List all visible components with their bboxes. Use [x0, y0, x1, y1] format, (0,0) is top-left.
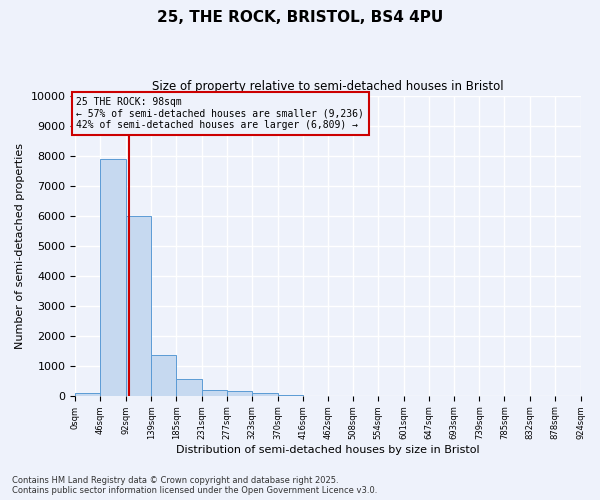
- Text: Contains HM Land Registry data © Crown copyright and database right 2025.
Contai: Contains HM Land Registry data © Crown c…: [12, 476, 377, 495]
- Text: 25 THE ROCK: 98sqm
← 57% of semi-detached houses are smaller (9,236)
42% of semi: 25 THE ROCK: 98sqm ← 57% of semi-detache…: [76, 97, 364, 130]
- Bar: [278, 395, 303, 396]
- Bar: [100, 158, 125, 396]
- Bar: [176, 379, 202, 396]
- Bar: [75, 392, 100, 396]
- Bar: [202, 390, 227, 396]
- Title: Size of property relative to semi-detached houses in Bristol: Size of property relative to semi-detach…: [152, 80, 504, 93]
- Text: 25, THE ROCK, BRISTOL, BS4 4PU: 25, THE ROCK, BRISTOL, BS4 4PU: [157, 10, 443, 25]
- Bar: [227, 391, 252, 396]
- Y-axis label: Number of semi-detached properties: Number of semi-detached properties: [15, 142, 25, 348]
- Bar: [151, 355, 176, 396]
- Bar: [252, 394, 278, 396]
- X-axis label: Distribution of semi-detached houses by size in Bristol: Distribution of semi-detached houses by …: [176, 445, 480, 455]
- Bar: [125, 216, 151, 396]
